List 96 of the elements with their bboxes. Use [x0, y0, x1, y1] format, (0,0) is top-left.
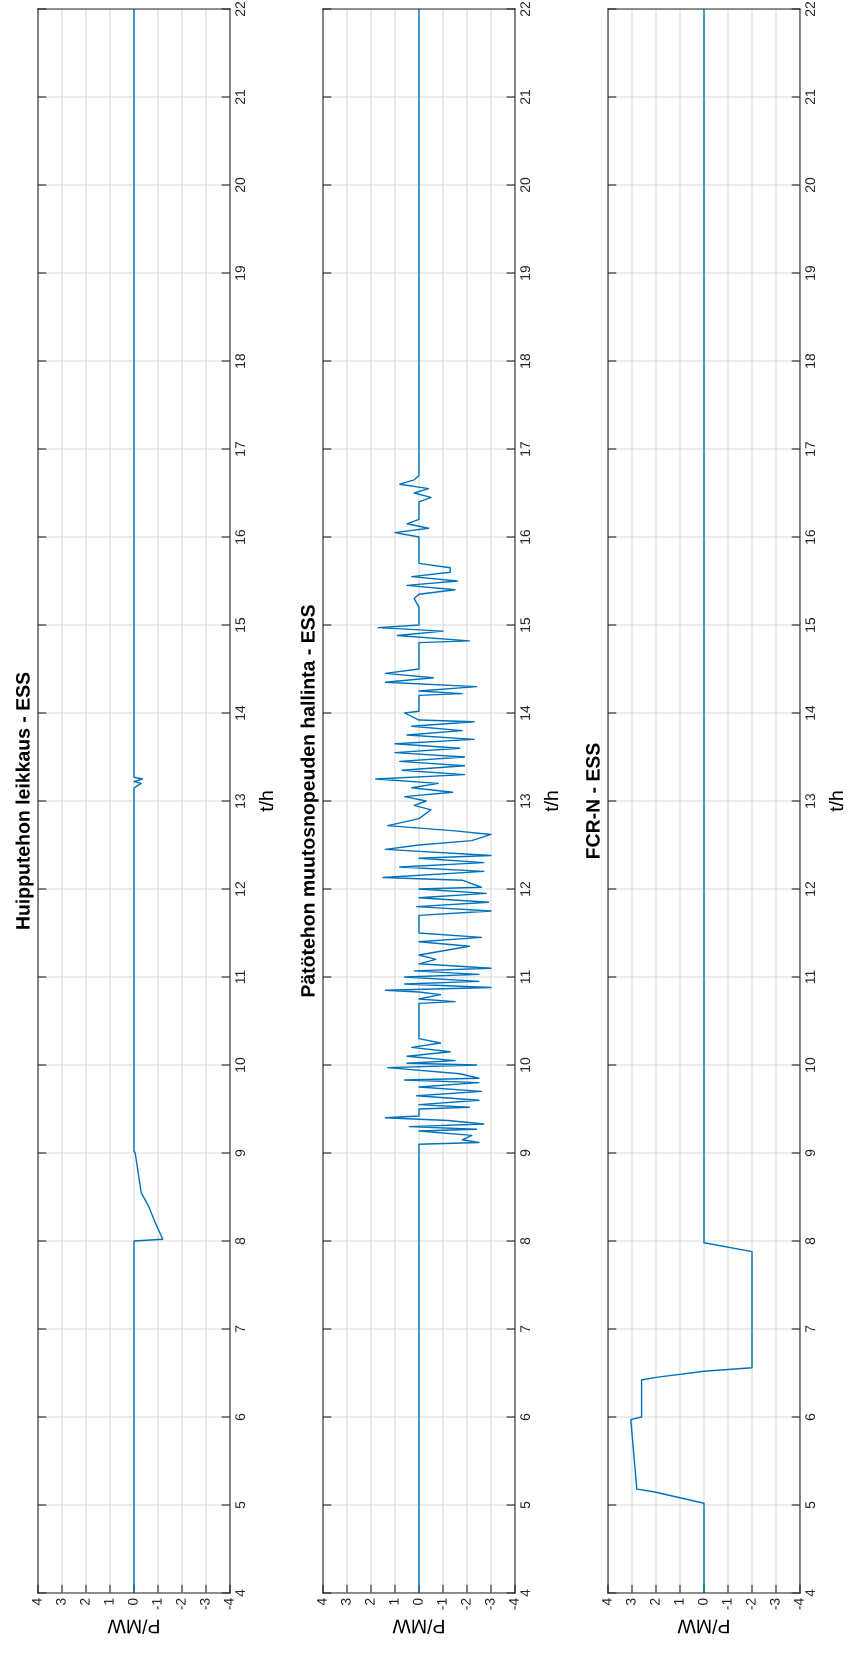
line-series — [375, 9, 492, 1593]
y-tick-label: 4 — [520, 1589, 530, 1597]
x-tick-label: 4 — [317, 1598, 327, 1606]
y-tick-label: 5 — [235, 1501, 246, 1509]
y-tick-label: 11 — [805, 970, 815, 984]
y-tick-label: 16 — [235, 529, 246, 544]
x-axis-title: P/MW — [677, 1619, 729, 1634]
x-tick-label: -2 — [175, 1598, 186, 1610]
x-tick-label: -3 — [769, 1598, 780, 1610]
y-tick-label: 17 — [520, 441, 530, 456]
y-tick-label: 5 — [520, 1501, 531, 1509]
y-tick-label: 9 — [520, 1149, 531, 1157]
x-tick-label: 1 — [389, 1598, 399, 1605]
text: Pätötehon muutosnopeuden hallinta - ESS — [300, 605, 319, 997]
y-tick-label: 18 — [520, 353, 531, 368]
y-tick-label: 20 — [805, 177, 816, 193]
line-series — [630, 9, 753, 1593]
y-tick-label: 13 — [235, 793, 246, 808]
x-tick-label: -4 — [794, 1598, 804, 1610]
y-tick-label: 17 — [805, 441, 815, 456]
y-tick-label: 19 — [235, 265, 246, 280]
line-series — [133, 9, 164, 1593]
y-axis-title: t/h — [828, 791, 844, 812]
x-tick-label: -1 — [722, 1598, 732, 1610]
y-tick-label: 10 — [520, 1057, 531, 1072]
y-axis-title: t/h — [258, 791, 274, 812]
x-tick-label: 0 — [412, 1598, 423, 1606]
y-tick-label: 4 — [805, 1589, 815, 1597]
y-tick-label: 4 — [235, 1589, 245, 1597]
x-tick-label: 2 — [649, 1598, 660, 1605]
y-tick-label: 7 — [520, 1325, 530, 1333]
y-tick-label: 7 — [805, 1325, 815, 1333]
y-tick-label: 14 — [520, 705, 530, 720]
y-tick-label: 6 — [235, 1413, 246, 1421]
y-tick-label: 15 — [805, 617, 816, 632]
x-tick-label: -2 — [460, 1598, 471, 1610]
x-tick-label: 4 — [602, 1598, 612, 1606]
y-tick-label: 19 — [805, 265, 816, 280]
x-tick-label: 2 — [79, 1598, 90, 1605]
x-tick-label: -4 — [509, 1598, 519, 1610]
y-tick-label: 5 — [805, 1501, 816, 1509]
x-tick-label: 2 — [364, 1598, 375, 1605]
y-tick-label: 11 — [235, 970, 245, 984]
y-tick-label: 6 — [805, 1413, 816, 1421]
y-tick-label: 20 — [520, 177, 531, 193]
x-tick-label: -2 — [745, 1598, 756, 1610]
y-tick-label: 21 — [235, 89, 245, 105]
y-tick-label: 8 — [520, 1237, 531, 1245]
y-tick-label: 8 — [805, 1237, 816, 1245]
x-tick-label: 4 — [32, 1598, 42, 1606]
y-tick-label: 21 — [805, 89, 815, 105]
y-axis-title: t/h — [543, 791, 559, 812]
y-tick-label: 12 — [520, 881, 530, 896]
y-tick-label: 10 — [805, 1057, 816, 1072]
x-tick-label: -4 — [224, 1598, 234, 1610]
y-tick-label: 7 — [235, 1325, 245, 1333]
y-tick-label: 8 — [235, 1237, 246, 1245]
y-tick-label: 14 — [235, 705, 245, 720]
x-tick-label: -3 — [484, 1598, 495, 1610]
y-tick-label: 22 — [520, 1, 530, 17]
y-tick-label: 12 — [805, 881, 815, 896]
x-tick-label: -1 — [152, 1598, 162, 1610]
y-tick-label: 16 — [520, 529, 531, 544]
x-axis-title: P/MW — [392, 1619, 444, 1634]
y-tick-label: 10 — [235, 1057, 246, 1072]
x-tick-label: 0 — [697, 1598, 708, 1606]
x-tick-label: 1 — [674, 1598, 684, 1605]
y-tick-label: 22 — [805, 1, 815, 17]
x-tick-label: 3 — [340, 1598, 351, 1606]
x-tick-label: -3 — [199, 1598, 210, 1610]
x-axis-title: P/MW — [107, 1619, 159, 1634]
y-tick-label: 18 — [235, 353, 246, 368]
x-tick-label: 3 — [625, 1598, 636, 1606]
y-tick-label: 17 — [235, 441, 245, 456]
y-tick-label: 16 — [805, 529, 816, 544]
x-tick-label: 0 — [127, 1598, 138, 1606]
y-tick-label: 14 — [805, 705, 815, 720]
y-tick-label: 15 — [520, 617, 531, 632]
y-tick-label: 18 — [805, 353, 816, 368]
y-tick-label: 22 — [235, 1, 245, 17]
x-tick-label: 3 — [55, 1598, 66, 1606]
y-tick-label: 12 — [235, 881, 245, 896]
y-tick-label: 9 — [235, 1149, 246, 1157]
y-tick-label: 21 — [520, 89, 530, 105]
y-tick-label: 13 — [520, 793, 531, 808]
y-tick-label: 20 — [235, 177, 246, 193]
y-tick-label: 6 — [520, 1413, 531, 1421]
y-tick-label: 11 — [520, 970, 530, 984]
y-tick-label: 9 — [805, 1149, 816, 1157]
text: Huipputehon leikkaus - ESS — [15, 672, 34, 929]
text: FCR-N - ESS — [586, 743, 600, 859]
y-tick-label: 13 — [805, 793, 816, 808]
x-tick-label: 1 — [104, 1598, 114, 1605]
y-tick-label: 15 — [235, 617, 246, 632]
y-tick-label: 19 — [520, 265, 531, 280]
x-tick-label: -1 — [437, 1598, 447, 1610]
